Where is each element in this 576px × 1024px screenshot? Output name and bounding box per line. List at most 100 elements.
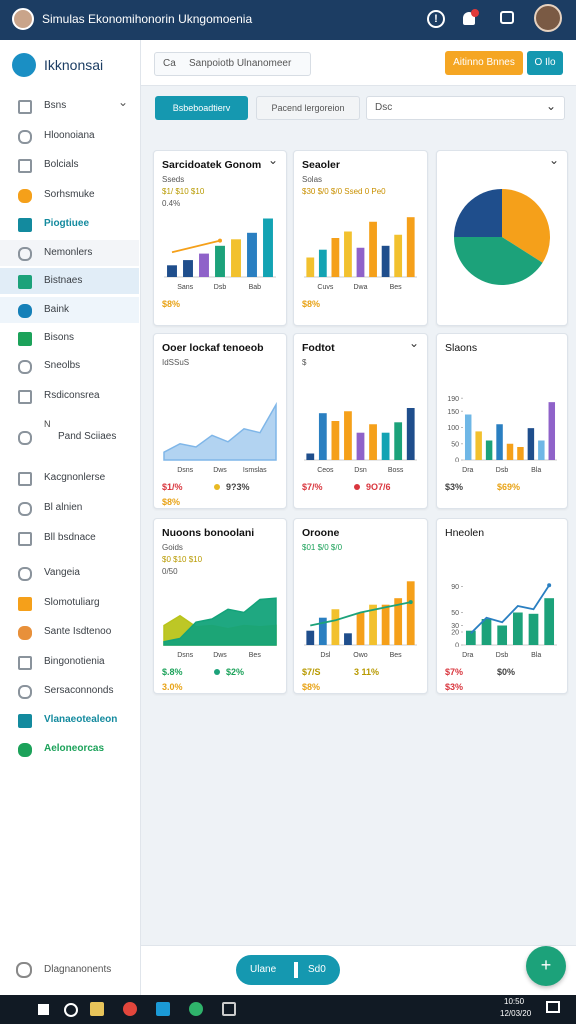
nav-item[interactable]: Bsns ⌄ [0, 93, 139, 119]
card-menu[interactable]: ⌄ [548, 153, 559, 167]
legend-dot [214, 669, 220, 675]
tab[interactable]: Pacend lergoreion [256, 96, 360, 120]
footer-stat: $0% [497, 667, 516, 677]
nav-icon [18, 626, 32, 640]
card-subtext: $01 $/0 $/0 [302, 543, 343, 552]
nav-item[interactable]: Hloonoiana [0, 123, 139, 149]
x-tick-label: Bes [389, 652, 402, 659]
app-icon[interactable] [123, 1002, 137, 1016]
bottom-button[interactable]: Ulane Sd0 [236, 955, 340, 985]
nav-item[interactable]: Kacgnonlerse [0, 465, 139, 491]
bar [344, 633, 352, 645]
secondary-button[interactable]: O Ilo [527, 51, 563, 75]
window-title: Simulas Ekonomihonorin Ukngomoenia [42, 12, 253, 26]
chat-icon[interactable] [500, 11, 514, 24]
app-icon[interactable] [222, 1002, 236, 1016]
nav-item[interactable]: Sneolbs [0, 353, 139, 379]
card-title: Ooer lockaf tenoeob [162, 342, 264, 354]
x-tick-label: Ceos [317, 467, 334, 474]
card-subtext: Sseds [162, 175, 185, 184]
bar [318, 413, 327, 460]
bar [394, 598, 403, 645]
nav-prefix: N [44, 419, 51, 429]
app-icon[interactable] [90, 1002, 104, 1016]
card-menu[interactable]: ⌄ [408, 336, 419, 350]
card-menu[interactable]: ⌄ [267, 153, 278, 167]
nav-icon [18, 390, 32, 404]
x-tick-label: Owo [353, 652, 368, 659]
nav-label: Sneolbs [44, 360, 81, 371]
pie-slice [502, 189, 550, 263]
info-icon[interactable]: ! [427, 10, 445, 28]
bottom-button-text: Ulane [250, 964, 277, 975]
card-subtext: 0.4% [162, 199, 181, 208]
start-icon[interactable] [38, 1004, 49, 1015]
line-end [408, 600, 413, 605]
chart [304, 217, 417, 278]
chart [304, 408, 417, 461]
nav-icon [18, 472, 32, 486]
nav-item[interactable]: Nemonlers [0, 240, 139, 266]
bar [406, 217, 415, 277]
nav-icon [18, 304, 32, 318]
bar [183, 260, 193, 277]
nav-item[interactable]: Bisons [0, 325, 139, 351]
nav-item[interactable]: Baink [0, 297, 139, 323]
nav-item[interactable]: Vlanaeotealeon [0, 707, 139, 733]
nav-item[interactable]: Bl alnien [0, 495, 139, 521]
nav-label: Pand Sciiaes [58, 431, 117, 442]
chart [163, 597, 277, 646]
pie-slice [454, 189, 502, 237]
search-icon[interactable] [64, 1003, 78, 1017]
bar [369, 604, 377, 645]
nav-item[interactable]: Sorhsmuke [0, 182, 139, 208]
bar [394, 234, 403, 277]
footer-stat: $7% [445, 667, 464, 677]
legend-dot [214, 484, 220, 490]
sidebar-footer[interactable]: Dlagnanonents [44, 964, 112, 975]
nav-item[interactable]: Sersaconnonds [0, 678, 139, 704]
nav-label: Aeloneorcas [44, 743, 105, 754]
bar [318, 617, 327, 645]
line [470, 584, 550, 634]
footer-stat: $3% [445, 482, 464, 492]
app-avatar[interactable] [12, 8, 34, 30]
nav-item[interactable]: Bistnaes [0, 268, 139, 294]
user-avatar[interactable] [534, 4, 562, 32]
nav-item[interactable]: N Pand Sciiaes [0, 419, 139, 450]
card: Nuoons bonoolani Goids $0 $10 $10 0/50 Dsns D… [153, 518, 287, 694]
nav-item[interactable]: Aeloneorcas [0, 736, 139, 762]
app-icon[interactable] [189, 1002, 203, 1016]
footer-stat: $3% [445, 682, 464, 692]
dropdown[interactable]: Dsc ⌄ [366, 96, 565, 120]
nav-label: Bingonotienia [44, 656, 105, 667]
chart [304, 581, 417, 646]
bar [356, 432, 365, 460]
y-tick-label: 20 [451, 630, 459, 637]
nav-item[interactable]: Slomotuliarg [0, 590, 139, 616]
nav-item[interactable]: Bll bsdnace [0, 525, 139, 551]
tab-active[interactable]: Bsbeboadtierv [155, 96, 248, 120]
primary-button[interactable]: Aitinno Bnnes [445, 51, 523, 75]
nav-item[interactable]: Bolcials [0, 152, 139, 178]
nav-item[interactable]: Rsdiconsrea [0, 383, 139, 409]
nav-item[interactable]: Vangeia [0, 560, 139, 586]
notification-icon[interactable] [546, 1001, 560, 1013]
x-tick-label: Dsns [177, 467, 194, 474]
nav-item[interactable]: Piogtiuee [0, 211, 139, 237]
nav-label: Bisons [44, 332, 75, 343]
x-tick-label: Sans [177, 284, 194, 291]
area [163, 597, 277, 646]
fab[interactable]: + [526, 946, 566, 986]
app-icon[interactable] [156, 1002, 170, 1016]
y-tick-label: 0 [455, 643, 459, 648]
search-box[interactable]: Ca Sanpoiotb Ulnanomeer [154, 52, 311, 76]
card: Ooer lockaf tenoeob IdSSuS Dsns Dws Ismslas $… [153, 333, 287, 509]
nav-item[interactable]: Bingonotienia [0, 649, 139, 675]
x-tick-label: Ismslas [242, 467, 267, 474]
bar [512, 612, 523, 645]
bar [331, 609, 340, 645]
nav-item[interactable]: Sante Isdtenoo [0, 619, 139, 645]
bar [344, 231, 352, 277]
